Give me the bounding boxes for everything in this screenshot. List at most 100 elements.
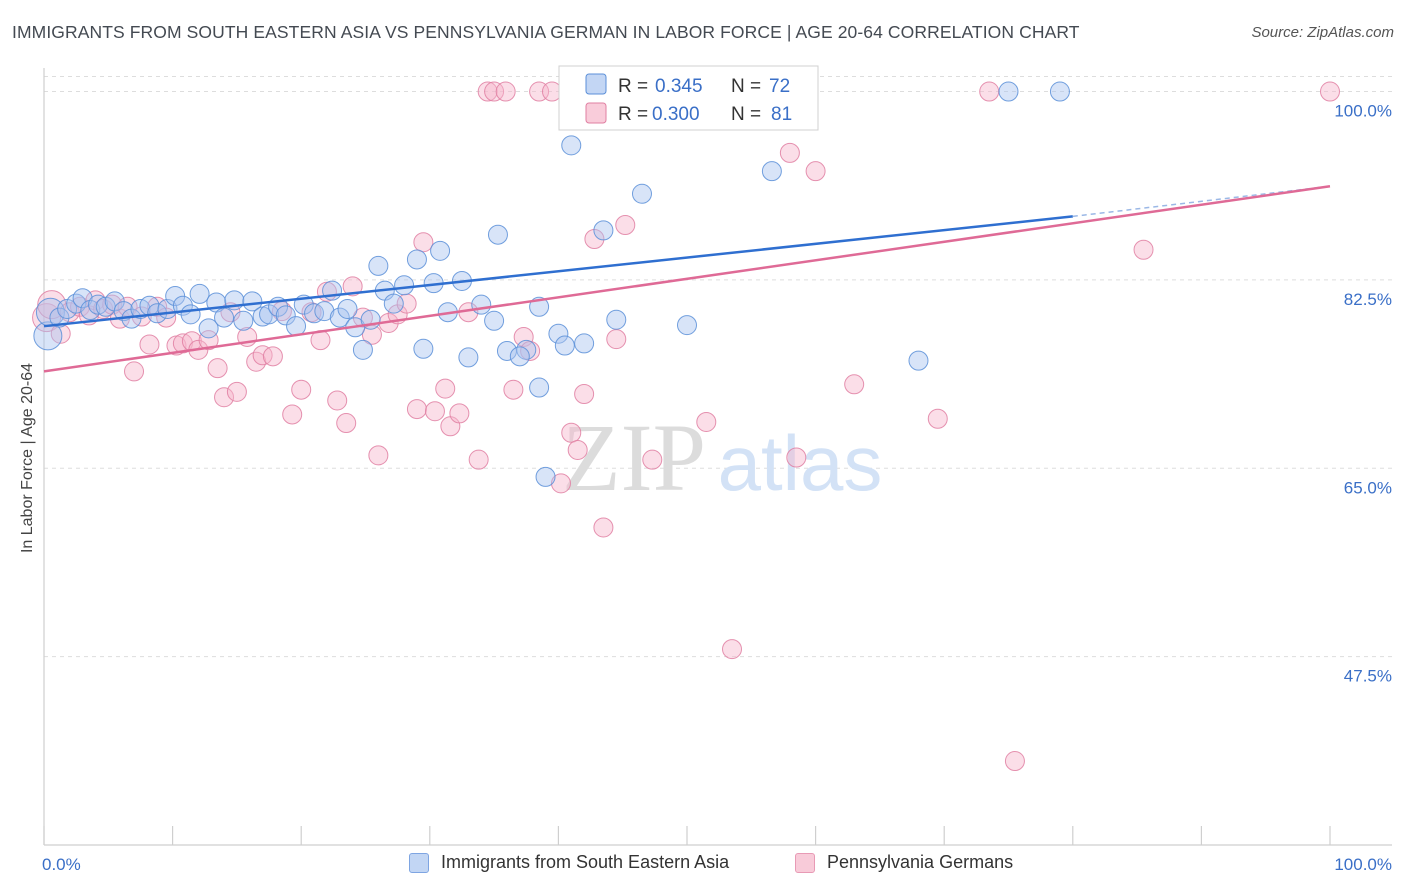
point-pennsylvania-germans bbox=[198, 330, 219, 351]
point-pennsylvania-germans bbox=[342, 276, 363, 297]
point-pennsylvania-germans bbox=[252, 345, 273, 366]
point-immigrants-sea bbox=[574, 333, 595, 354]
point-pennsylvania-germans bbox=[779, 142, 800, 163]
watermark-zip: ZIP bbox=[562, 404, 706, 511]
point-pennsylvania-germans bbox=[291, 379, 312, 400]
point-pennsylvania-germans bbox=[124, 361, 145, 382]
point-immigrants-sea bbox=[286, 316, 307, 337]
point-immigrants-sea bbox=[458, 347, 479, 368]
legend-r-label-blue: R = bbox=[618, 76, 648, 97]
axes bbox=[43, 68, 1392, 846]
point-pennsylvania-germans bbox=[282, 404, 303, 425]
point-pennsylvania-germans bbox=[550, 473, 571, 494]
point-pennsylvania-germans bbox=[567, 439, 588, 460]
point-pennsylvania-germans bbox=[1133, 239, 1154, 260]
point-immigrants-sea bbox=[314, 301, 335, 322]
point-pennsylvania-germans bbox=[449, 403, 470, 424]
point-immigrants-sea bbox=[535, 466, 556, 487]
point-immigrants-sea bbox=[394, 275, 415, 296]
point-immigrants-sea bbox=[383, 293, 404, 314]
point-immigrants-sea bbox=[471, 294, 492, 315]
point-pennsylvania-germans bbox=[37, 290, 67, 320]
point-pennsylvania-germans bbox=[927, 408, 948, 429]
legend-stats: R = 0.345 N = 72 R = 0.300 N = 81 bbox=[558, 65, 819, 131]
point-pennsylvania-germans bbox=[495, 81, 516, 102]
point-immigrants-sea bbox=[1049, 81, 1070, 102]
y-tick-label: 82.5% bbox=[1344, 290, 1392, 309]
trend-line-immigrants-sea-extension bbox=[1072, 185, 1331, 218]
point-pennsylvania-germans bbox=[262, 346, 283, 367]
point-pennsylvania-germans bbox=[593, 517, 614, 538]
point-pennsylvania-germans bbox=[214, 387, 235, 408]
point-pennsylvania-germans bbox=[606, 329, 627, 350]
point-immigrants-sea bbox=[509, 346, 530, 367]
point-pennsylvania-germans bbox=[424, 401, 445, 422]
legend-n-label-blue: N = bbox=[731, 76, 761, 97]
point-pennsylvania-germans bbox=[1320, 81, 1340, 102]
chart-title: IMMIGRANTS FROM SOUTH EASTERN ASIA VS PE… bbox=[12, 22, 1080, 42]
point-immigrants-sea bbox=[413, 338, 434, 359]
legend-item-pennsylvania-germans: Pennsylvania Germans bbox=[795, 852, 1013, 873]
point-pennsylvania-germans bbox=[477, 81, 498, 102]
point-immigrants-sea bbox=[242, 291, 263, 312]
point-pennsylvania-germans bbox=[503, 379, 524, 400]
x-tick-label: 100.0% bbox=[1334, 855, 1392, 874]
point-immigrants-sea bbox=[631, 183, 652, 204]
y-tick-label: 47.5% bbox=[1344, 667, 1392, 686]
trend-line-immigrants-sea bbox=[43, 215, 1073, 328]
point-immigrants-sea bbox=[606, 309, 627, 330]
point-immigrants-sea bbox=[908, 350, 929, 371]
point-immigrants-sea bbox=[329, 307, 350, 328]
point-pennsylvania-germans bbox=[484, 81, 505, 102]
series-pennsylvania-germans bbox=[32, 81, 1340, 772]
point-immigrants-sea bbox=[593, 220, 614, 241]
watermark-atlas: atlas bbox=[718, 419, 883, 507]
point-pennsylvania-germans bbox=[406, 399, 427, 420]
legend-n-value-pink: 81 bbox=[771, 104, 792, 125]
y-tick-label: 100.0% bbox=[1334, 102, 1392, 121]
point-immigrants-sea bbox=[189, 283, 210, 304]
point-pennsylvania-germans bbox=[696, 411, 717, 432]
y-tick-label: 65.0% bbox=[1344, 478, 1392, 497]
point-pennsylvania-germans bbox=[226, 381, 247, 402]
legend-r-label-pink: R = bbox=[618, 104, 648, 125]
legend-label-pennsylvania-germans: Pennsylvania Germans bbox=[827, 852, 1014, 872]
point-pennsylvania-germans bbox=[207, 358, 228, 379]
point-pennsylvania-germans bbox=[468, 449, 489, 470]
legend-swatch-blue bbox=[585, 73, 607, 95]
point-immigrants-sea bbox=[677, 315, 697, 336]
grid-lines bbox=[44, 76, 1392, 658]
trend-line-pennsylvania-germans bbox=[43, 185, 1331, 373]
x-tick-label: 0.0% bbox=[42, 855, 81, 874]
tick-labels: 47.5% 65.0% 82.5% 100.0% 0.0% 100.0% bbox=[42, 102, 1392, 874]
point-pennsylvania-germans bbox=[327, 390, 348, 411]
point-immigrants-sea bbox=[487, 224, 508, 245]
legend-swatch-pink bbox=[585, 102, 607, 124]
legend-swatch-blue-bottom bbox=[409, 852, 429, 873]
trend-lines bbox=[43, 185, 1331, 373]
point-pennsylvania-germans bbox=[786, 447, 807, 468]
point-immigrants-sea bbox=[761, 161, 782, 182]
point-pennsylvania-germans bbox=[642, 449, 663, 470]
point-pennsylvania-germans bbox=[413, 232, 434, 253]
legend-r-value-pink: 0.300 bbox=[652, 104, 700, 125]
point-pennsylvania-germans bbox=[336, 413, 357, 434]
point-immigrants-sea bbox=[529, 377, 550, 398]
point-pennsylvania-germans bbox=[979, 81, 1000, 102]
point-immigrants-sea bbox=[198, 318, 219, 339]
point-immigrants-sea bbox=[49, 307, 70, 328]
legend-item-immigrants-sea: Immigrants from South Eastern Asia bbox=[409, 852, 729, 873]
point-immigrants-sea bbox=[180, 304, 201, 325]
point-pennsylvania-germans bbox=[805, 161, 826, 182]
series-immigrants-sea bbox=[33, 81, 1070, 487]
point-immigrants-sea bbox=[214, 307, 235, 328]
point-immigrants-sea bbox=[88, 294, 109, 315]
legend-n-value-blue: 72 bbox=[769, 76, 790, 97]
legend-n-label-pink: N = bbox=[731, 104, 761, 125]
point-pennsylvania-germans bbox=[368, 445, 389, 466]
point-pennsylvania-germans bbox=[574, 383, 595, 404]
point-immigrants-sea bbox=[337, 298, 358, 319]
point-pennsylvania-germans bbox=[1004, 751, 1025, 772]
point-immigrants-sea bbox=[548, 323, 569, 344]
